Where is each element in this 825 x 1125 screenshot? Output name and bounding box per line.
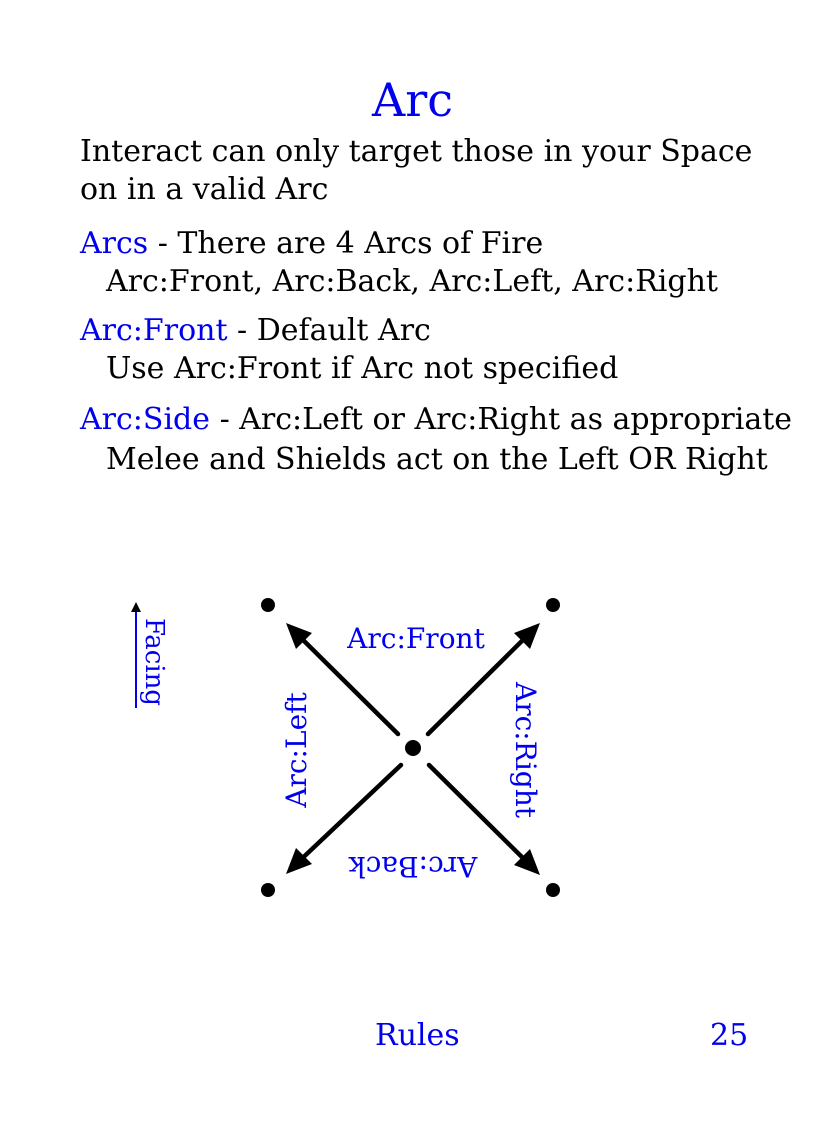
term-arc-front-detail: Use Arc:Front if Arc not specified	[106, 351, 619, 386]
arrow-front-left	[290, 627, 401, 737]
arc-left-label: Arc:Left	[280, 692, 313, 809]
arrowhead-top-left-icon	[286, 623, 312, 649]
term-arcs-definition: - There are 4 Arcs of Fire	[148, 226, 544, 261]
dot-top-right	[546, 598, 560, 612]
page-title: Arc	[372, 73, 453, 127]
term-arc-front-name: Arc:Front	[80, 313, 228, 348]
arc-front-label: Arc:Front	[346, 622, 485, 655]
arrowhead-bottom-left-icon	[286, 848, 312, 874]
dot-top-left	[261, 598, 275, 612]
term-arc-side-name: Arc:Side	[80, 402, 211, 437]
arrow-back-right	[426, 762, 536, 871]
facing-indicator: Facing	[131, 602, 169, 708]
term-arcs-detail: Arc:Front, Arc:Back, Arc:Left, Arc:Right	[106, 264, 718, 299]
page-number: 25	[710, 1018, 749, 1053]
arrow-front-right	[425, 627, 536, 737]
term-arcs: Arcs - There are 4 Arcs of Fire	[80, 225, 543, 263]
dot-center	[405, 740, 421, 756]
arc-right-label: Arc:Right	[509, 681, 542, 819]
facing-label: Facing	[139, 618, 169, 706]
dot-bottom-left	[261, 883, 275, 897]
arrow-back-left	[290, 762, 404, 870]
term-arc-side-detail: Melee and Shields act on the Left OR Rig…	[106, 442, 768, 477]
dot-bottom-right	[546, 883, 560, 897]
term-arc-front-definition: - Default Arc	[227, 313, 431, 348]
intro-line-1: Interact can only target those in your S…	[80, 134, 753, 169]
intro-line-2: on in a valid Arc	[80, 172, 329, 207]
arrowhead-top-right-icon	[514, 623, 540, 649]
arc-back-label: Arc:Back	[348, 850, 479, 883]
term-arc-front: Arc:Front - Default Arc	[80, 312, 431, 350]
arrowhead-bottom-right-icon	[514, 849, 540, 875]
footer-section-label: Rules	[375, 1018, 460, 1053]
term-arc-side-definition: - Arc:Left or Arc:Right as appropriate	[210, 402, 793, 437]
term-arcs-name: Arcs	[80, 226, 149, 261]
term-arc-side: Arc:Side - Arc:Left or Arc:Right as appr…	[80, 401, 792, 439]
facing-arrow-icon	[131, 602, 141, 612]
